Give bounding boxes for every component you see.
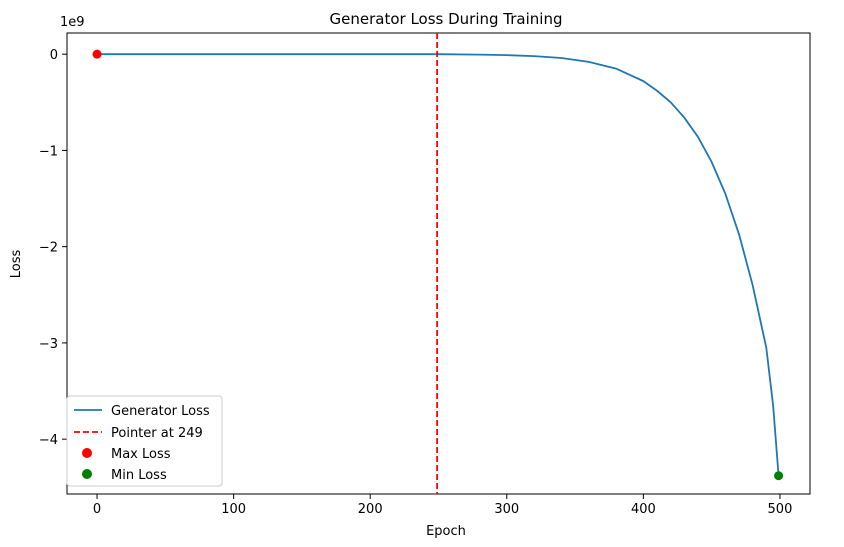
x-tick-label: 300 <box>494 502 519 517</box>
chart-title: Generator Loss During Training <box>330 10 563 28</box>
legend-swatch-max-loss <box>82 448 92 458</box>
x-tick-label: 200 <box>358 502 383 517</box>
series-line-generator-loss <box>97 53 780 476</box>
y-tick-label: −4 <box>39 433 58 448</box>
max-loss-point <box>92 49 102 59</box>
x-tick-label: 500 <box>768 502 793 517</box>
legend-frame <box>66 395 223 487</box>
x-axis: 0 100 200 300 400 500 <box>93 494 792 517</box>
y-tick-label: −1 <box>39 144 58 159</box>
y-tick-label: −3 <box>39 337 58 352</box>
y-axis: 0 −1 −2 −3 −4 <box>39 48 67 448</box>
legend-swatch-min-loss <box>82 469 92 479</box>
marker-layer <box>92 49 784 481</box>
x-tick-label: 0 <box>93 502 101 517</box>
legend-label-max-loss: Max Loss <box>111 447 171 462</box>
plot-frame <box>66 32 811 495</box>
y-offset-label: 1e9 <box>60 15 85 30</box>
y-tick-label: 0 <box>50 48 58 63</box>
legend-label-min-loss: Min Loss <box>111 468 167 483</box>
x-axis-label: Epoch <box>426 524 466 539</box>
min-loss-point <box>774 471 784 481</box>
legend-label-generator-loss: Generator Loss <box>111 404 210 419</box>
legend: Generator Loss Pointer at 249 Max Loss M… <box>66 395 223 487</box>
x-tick-label: 400 <box>631 502 656 517</box>
legend-label-pointer: Pointer at 249 <box>111 426 203 441</box>
y-axis-label: Loss <box>9 250 24 279</box>
plot-area <box>66 32 811 495</box>
x-tick-label: 100 <box>221 502 246 517</box>
series-layer <box>97 33 780 494</box>
y-tick-label: −2 <box>39 241 58 256</box>
